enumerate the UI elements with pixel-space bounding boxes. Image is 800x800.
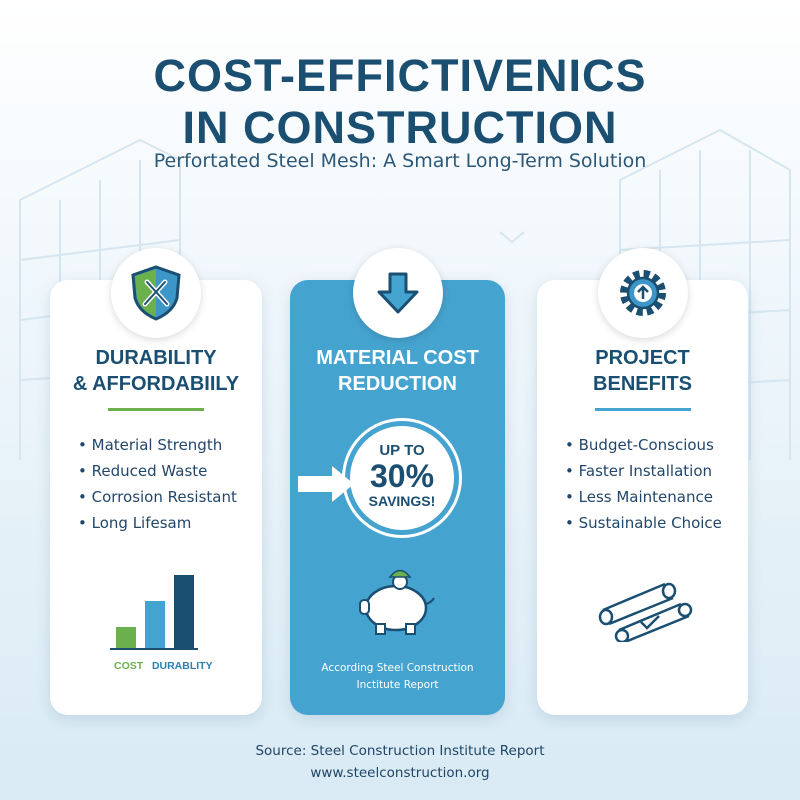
list-item: Less Maintenance: [565, 484, 722, 510]
rolled-mesh-icon: [598, 582, 693, 642]
bar-chart-icon: [110, 575, 198, 650]
footer-url[interactable]: www.steelconstruction.org: [310, 765, 490, 781]
list-item: Reduced Waste: [78, 458, 237, 484]
divider: [108, 408, 204, 411]
card-title: PROJECT BENEFITS: [593, 347, 692, 395]
card-material-cost: MATERIAL COST REDUCTION UP TO 30% SAVINGS…: [290, 248, 505, 715]
list-item: Material Strength: [78, 432, 237, 458]
savings-badge: UP TO 30% SAVINGS!: [342, 418, 462, 538]
list-item: Corrosion Resistant: [78, 484, 237, 510]
arrow-down-icon: [352, 248, 443, 338]
gear-upload-icon: [597, 248, 688, 338]
badge-value: 30%: [369, 458, 435, 494]
divider: [594, 408, 691, 411]
chart-label-durability: DURABLITY: [151, 660, 213, 672]
badge-line2: SAVINGS!: [368, 493, 436, 509]
chart-label-cost: COST: [114, 660, 144, 672]
list-item: Budget-Conscious: [565, 432, 722, 458]
card-title: MATERIAL COST REDUCTION: [316, 347, 479, 395]
source-note: According Steel Construction Inctitute R…: [321, 662, 474, 691]
feature-list: Budget-Conscious Faster Installation Les…: [565, 432, 722, 536]
feature-list: Material Strength Reduced Waste Corrosio…: [78, 432, 237, 536]
footer: Source: Steel Construction Institute Rep…: [0, 740, 800, 784]
footer-source: Source: Steel Construction Institute Rep…: [255, 743, 545, 759]
badge-line1: UP TO: [379, 442, 425, 459]
card-durability: DURABILITY& AFFORDABIILY Material Streng…: [50, 248, 262, 715]
piggy-bank-icon: [359, 569, 435, 635]
list-item: Faster Installation: [565, 458, 722, 484]
list-item: Sustainable Choice: [565, 510, 722, 536]
page-title: COST-EFFICTIVENICS IN CONSTRUCTION: [153, 50, 647, 153]
page-subtitle: Perfortated Steel Mesh: A Smart Long-Ter…: [153, 150, 647, 172]
arrow-right-icon: [298, 466, 354, 502]
shield-wrench-icon: [111, 248, 201, 338]
card-title: DURABILITY & AFFORDABIILY: [72, 347, 240, 395]
list-item: Long Lifesam: [78, 510, 237, 536]
